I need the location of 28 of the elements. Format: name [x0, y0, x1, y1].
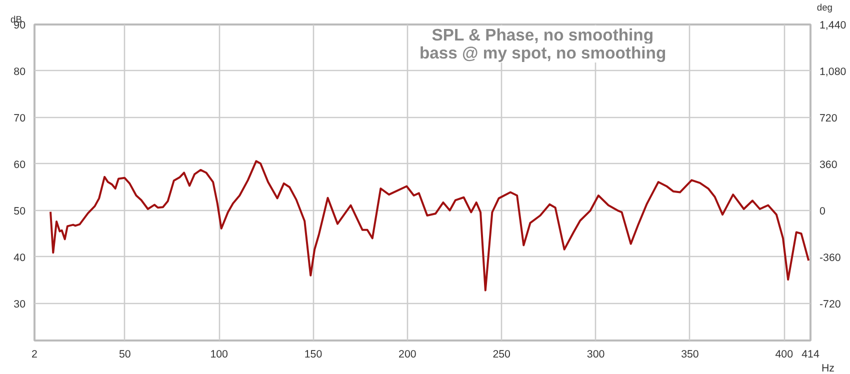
y-tick-label: 30 [14, 298, 26, 310]
y-tick-label: 70 [14, 112, 26, 124]
x-tick-label: 414 [802, 348, 820, 360]
x-axis-title: Hz [821, 362, 835, 374]
x-tick-label: 400 [775, 348, 794, 360]
line-series [50, 160, 810, 292]
y2-axis-title: deg [816, 2, 833, 12]
x-tick-label: 250 [492, 348, 511, 360]
text: bass @ my spot, no smoothing [419, 44, 666, 62]
y2-tick-label: -720 [820, 298, 841, 310]
y-tick-label: 80 [14, 66, 26, 78]
y2-tick-label: 0 [820, 205, 826, 218]
x-tick-label: 50 [118, 348, 131, 360]
x-tick-label: 2 [32, 348, 38, 360]
chart-title: SPL & Phase, no smoothing [432, 26, 654, 44]
y2-tick-label: -360 [820, 252, 841, 264]
y-tick-label: 50 [14, 205, 26, 218]
y2-tick-label: 720 [820, 112, 838, 124]
y-tick-label: 60 [14, 158, 26, 171]
x-tick-label: 300 [586, 348, 605, 360]
x-tick-label: 150 [304, 348, 322, 360]
y2-tick-label: 360 [820, 158, 838, 171]
x-tick-label: 100 [210, 348, 228, 360]
x-tick-label: 200 [398, 348, 416, 360]
x-tick-label: 350 [681, 348, 699, 360]
y-tick-label: 40 [14, 252, 26, 264]
y2-tick-label: 1,440 [820, 20, 846, 32]
y2-tick-label: 1,080 [820, 66, 846, 78]
